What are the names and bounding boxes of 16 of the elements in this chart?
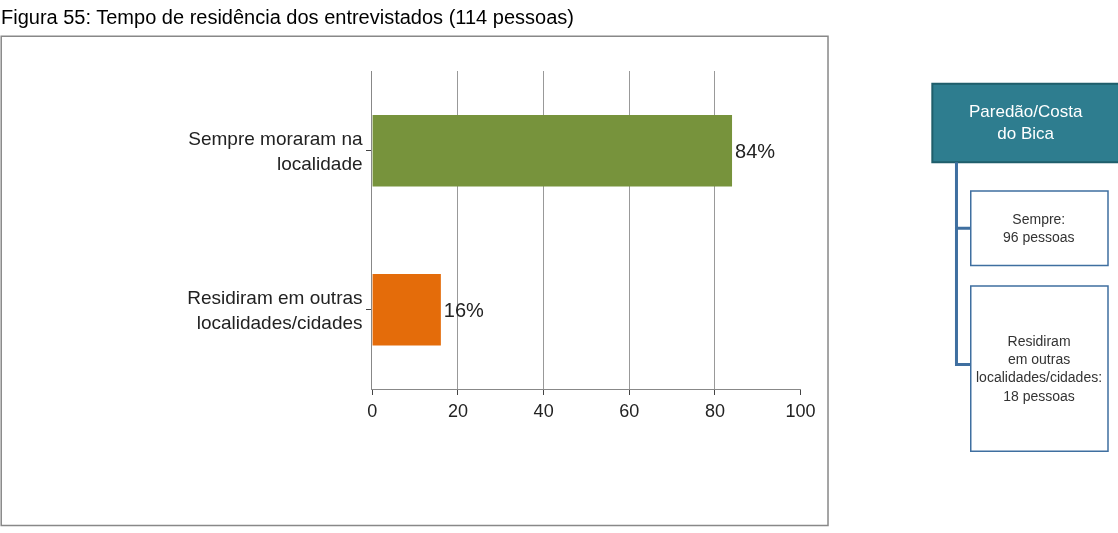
y-tick-label: Residiram em outras localidades/cidades — [187, 287, 363, 333]
x-tick-label: 20 — [447, 400, 468, 421]
text: Paredão/Costa do Bica — [969, 102, 1083, 144]
text: 96 pessoas — [1003, 229, 1075, 246]
text: 18 pessoas — [1003, 387, 1075, 404]
x-tick-label: 100 — [785, 400, 816, 421]
text: Sempre: — [1012, 211, 1066, 227]
x-tick-label: 60 — [619, 400, 640, 421]
text: Residiram em outras localidades/cidades: — [976, 333, 1103, 386]
x-tick-label: 80 — [704, 400, 725, 421]
x-tick-label: 0 — [367, 400, 378, 421]
y-tick-label: Sempre moraram na localidade — [188, 128, 363, 174]
data-label: 84% — [735, 139, 776, 162]
chart-title: Figura 55: Tempo de residência dos entrevistados (114 pessoas) — [1, 6, 574, 28]
data-label: 16% — [443, 298, 485, 321]
x-tick-label: 40 — [533, 400, 554, 421]
